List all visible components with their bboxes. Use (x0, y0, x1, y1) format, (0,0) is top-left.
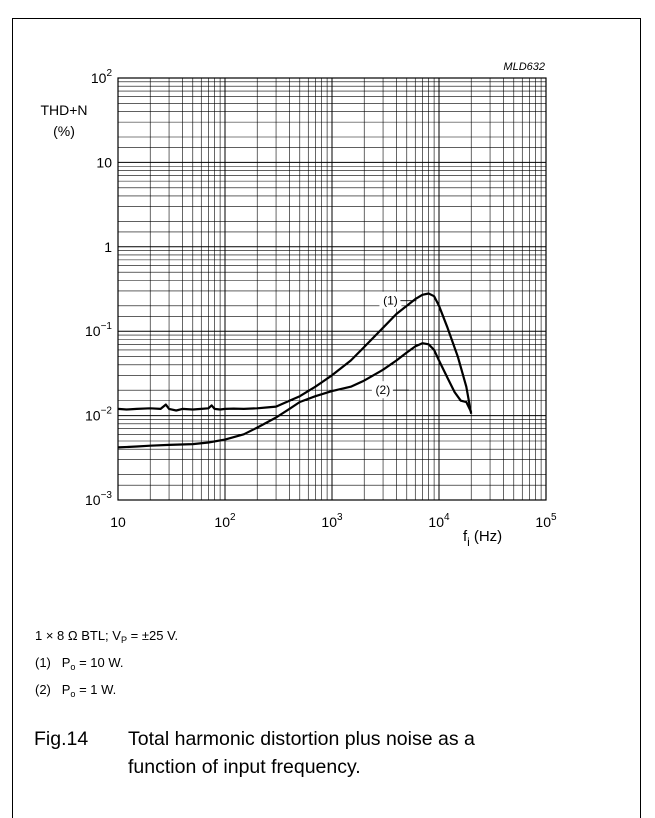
caption-line2: function of input frequency. (128, 756, 361, 778)
series-1-label-bg (379, 291, 402, 309)
x-axis-label: fi (Hz) (463, 528, 502, 549)
y-tick-label: 1 (104, 239, 112, 255)
tick-base: 10 (535, 514, 551, 530)
tick-base: 10 (428, 514, 444, 530)
y-tick-label: 10 (96, 154, 112, 170)
x-axis-label-main: f (463, 528, 468, 545)
y-tick-label: 102 (91, 68, 113, 86)
tick-base: 10 (110, 514, 126, 530)
note-sub: o (70, 662, 76, 672)
tick-base: 10 (96, 154, 112, 170)
caption-line1: Total harmonic distortion plus noise as … (128, 728, 475, 750)
tick-base: 10 (91, 70, 107, 86)
series-1-curve (117, 292, 473, 414)
series-2-note: (2) Po = 1 W. (35, 682, 116, 702)
series-1-label: (1) (383, 294, 398, 308)
y-axis-label-line1: THD+N (40, 102, 87, 118)
figure-frame (12, 18, 641, 818)
figure-code: MLD632 (503, 61, 545, 73)
tick-base: 10 (85, 323, 101, 339)
x-tick-label: 10 (110, 514, 126, 530)
x-tick-label: 105 (535, 512, 557, 530)
note-sub: P (120, 635, 128, 645)
series-2-curve (117, 342, 473, 449)
tick-exponent: −3 (101, 490, 113, 501)
y-tick-label: 10−1 (85, 321, 112, 339)
note-text: = 10 W. (75, 655, 124, 670)
note-text: = ±25 V. (127, 628, 179, 643)
figure-number: Fig.14 (34, 728, 89, 750)
tick-base: 10 (85, 408, 101, 424)
x-tick-label: 103 (321, 512, 343, 530)
y-axis-label-line2: (%) (53, 123, 75, 139)
tick-base: 10 (85, 492, 101, 508)
x-tick-label: 104 (428, 512, 450, 530)
series-1-note: (1) Po = 10 W. (35, 655, 124, 675)
note-text: (2) P (35, 682, 71, 697)
tick-exponent: −1 (101, 321, 113, 332)
tick-base: 10 (321, 514, 337, 530)
note-text: 1 × 8 Ω BTL; V (35, 628, 121, 643)
tick-exponent: 2 (106, 68, 112, 79)
figure-caption: Fig.14 Total harmonic distortion plus noi… (34, 725, 475, 781)
x-axis-label-sub: i (467, 535, 470, 549)
tick-exponent: 4 (444, 512, 450, 523)
note-sub: o (70, 689, 76, 699)
tick-exponent: −2 (101, 406, 113, 417)
tick-exponent: 5 (551, 512, 557, 523)
y-tick-label: 10−2 (85, 406, 112, 424)
tick-base: 10 (214, 514, 230, 530)
x-tick-label: 102 (214, 512, 236, 530)
plot-border (117, 77, 547, 501)
series-2-label-bg (371, 381, 394, 399)
tick-exponent: 2 (230, 512, 236, 523)
condition-note: 1 × 8 Ω BTL; VP = ±25 V. (35, 628, 178, 648)
tick-exponent: 3 (337, 512, 343, 523)
note-text: (1) P (35, 655, 71, 670)
tick-base: 1 (104, 239, 112, 255)
thd-chart: (1)(2) 10 102 103 104 10510−310−210−1110102 … (40, 61, 557, 549)
note-text: = 1 W. (75, 682, 117, 697)
x-axis-label-unit: (Hz) (474, 528, 502, 545)
y-tick-label: 10−3 (85, 490, 112, 508)
series-2-label: (2) (376, 383, 391, 397)
